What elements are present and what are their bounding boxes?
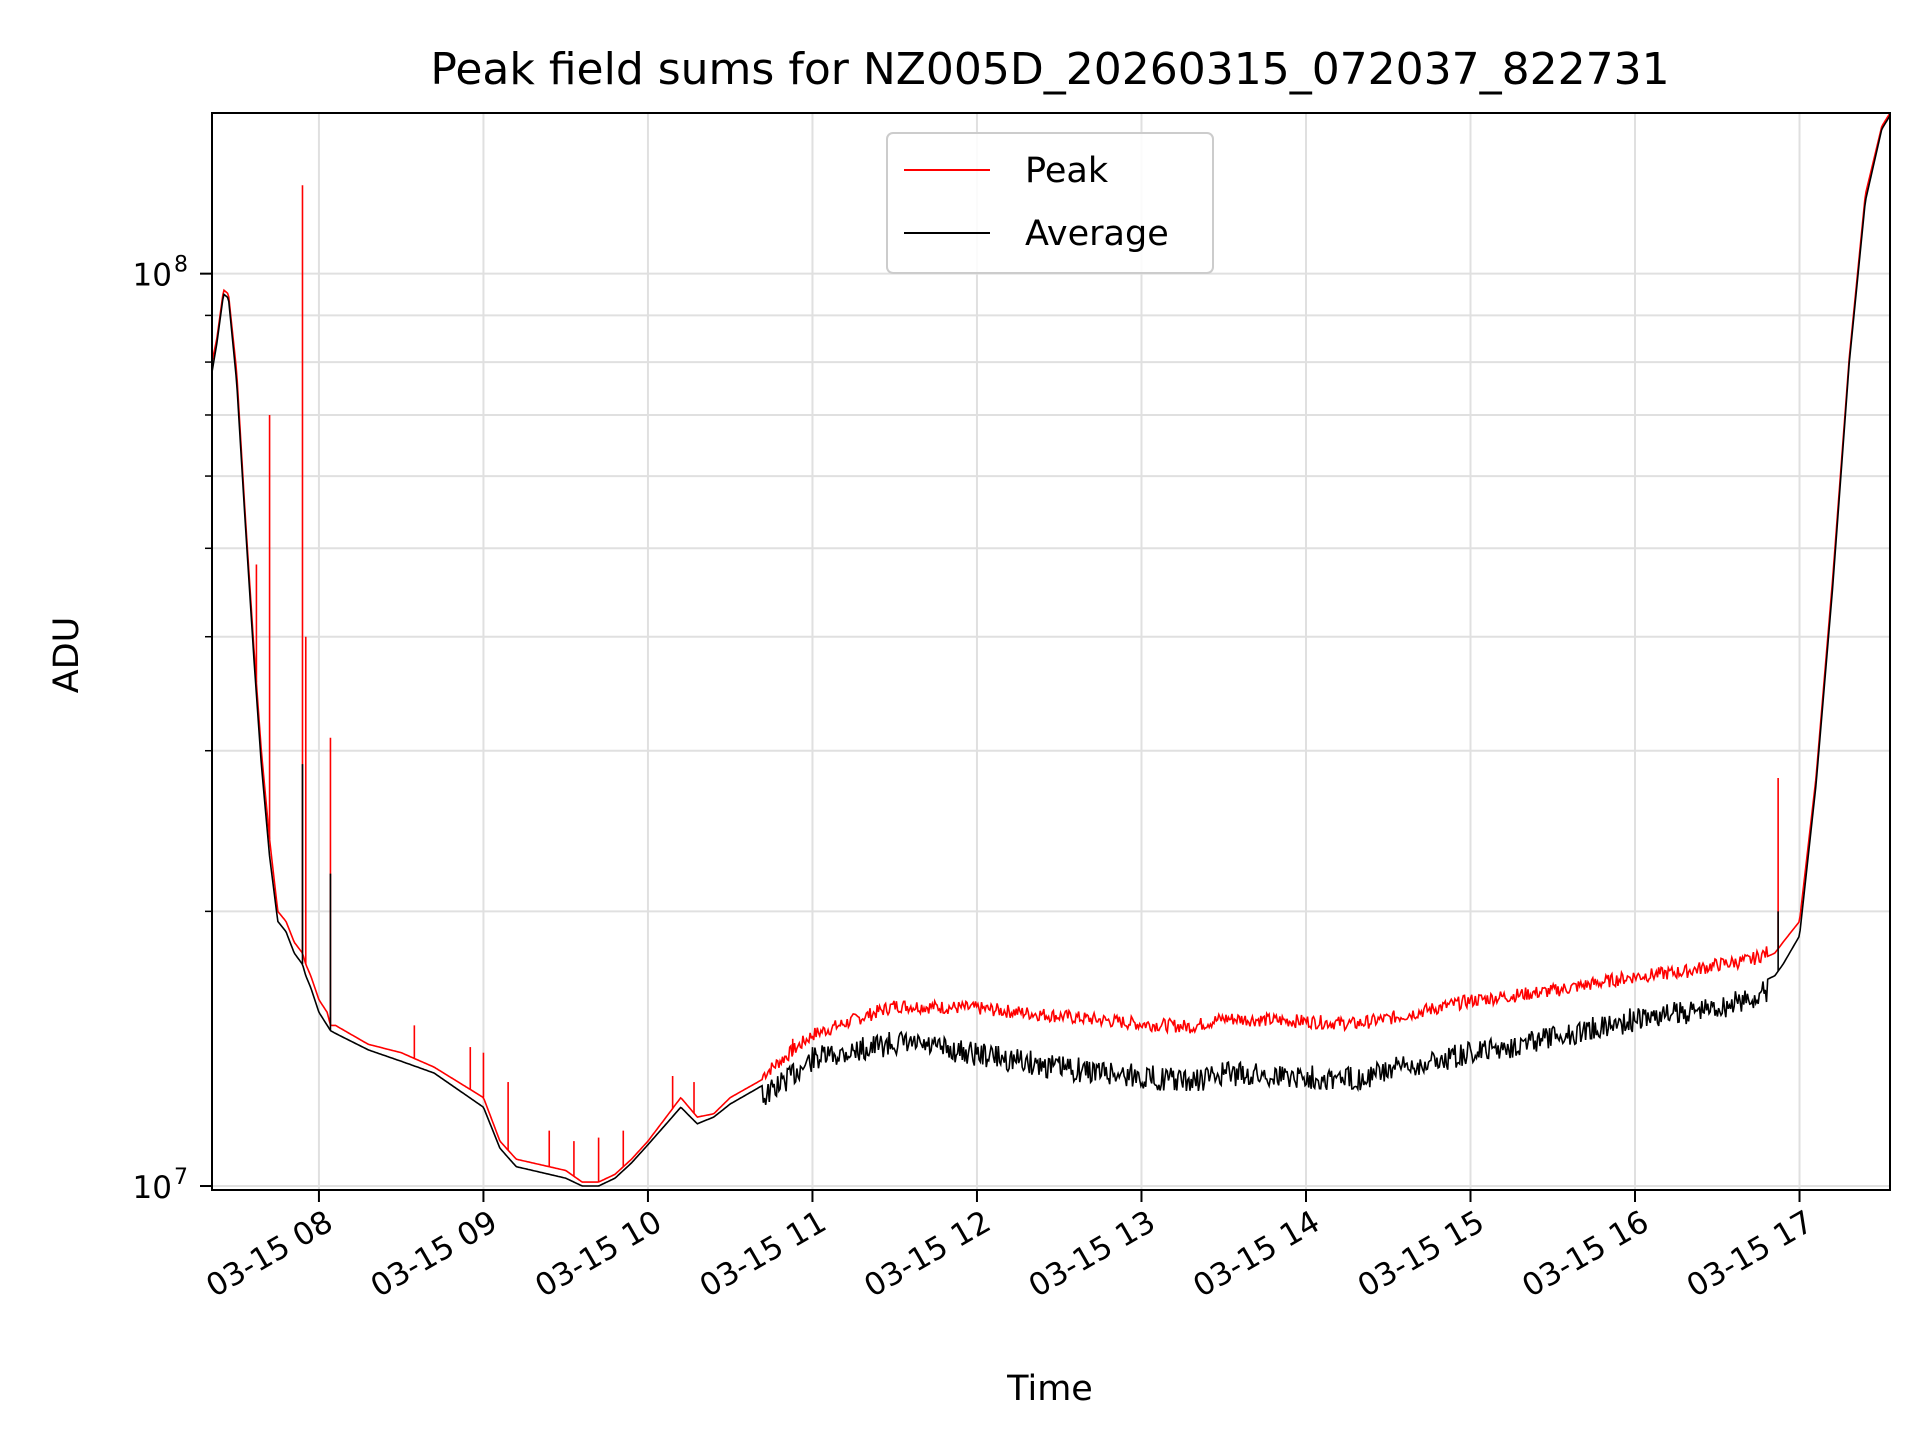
y-axis-label: ADU — [47, 617, 87, 694]
legend-peak-label: Peak — [1025, 151, 1109, 191]
y-tick-label-0: 10 — [133, 1170, 172, 1206]
y-tick-exponent-1: 8 — [174, 253, 188, 278]
series-line-peak — [211, 112, 1891, 1183]
plot-frame — [211, 112, 1891, 1191]
y-tick-exponent-0: 7 — [174, 1165, 188, 1190]
series-average — [211, 115, 1891, 1187]
legend-average-label: Average — [1025, 214, 1169, 254]
y-tick-label-1: 10 — [133, 258, 172, 294]
legend-box — [886, 132, 1214, 274]
legend: Peak Average — [886, 132, 1214, 274]
series-line-average — [211, 115, 1891, 1187]
x-axis-label: Time — [1006, 1369, 1093, 1409]
grid — [212, 113, 1890, 1190]
series-layer — [211, 112, 1891, 1187]
chart-title: Peak field sums for NZ005D_20260315_0720… — [430, 44, 1669, 95]
